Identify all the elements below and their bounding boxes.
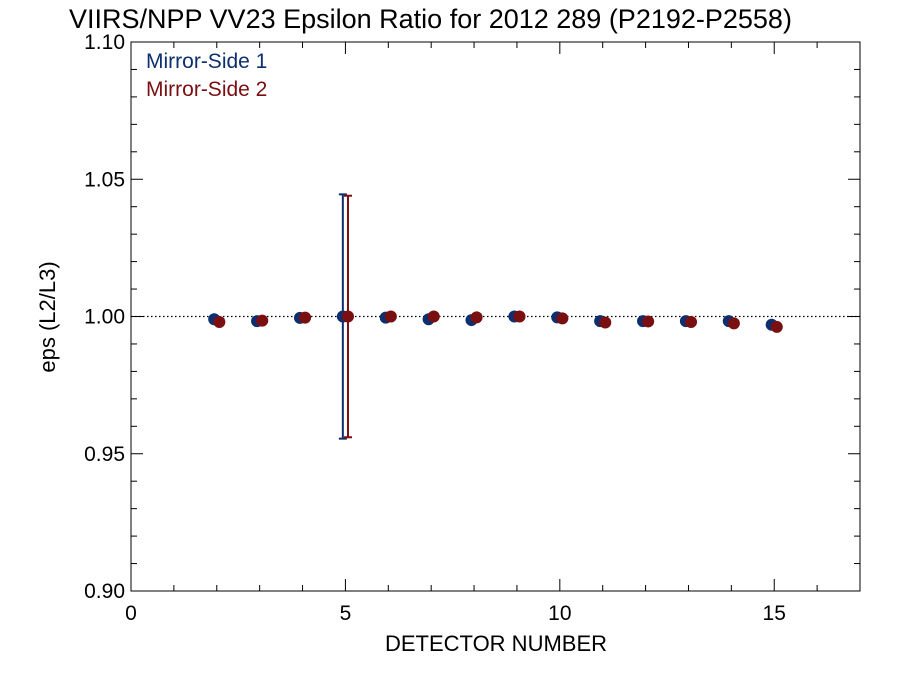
data-point [727, 317, 740, 330]
legend-item-mirror-side-2: Mirror-Side 2 [146, 78, 267, 101]
plot-area: 0.90 0.95 1.00 1.05 1.10 0 5 10 15 [84, 31, 861, 625]
data-point [341, 310, 354, 323]
x-tick-label: 15 [763, 602, 786, 625]
data-point [556, 312, 569, 325]
series-2 [213, 194, 783, 439]
y-axis-label: eps (L2/L3) [35, 261, 60, 372]
data-point [256, 314, 269, 327]
y-tick-label: 1.05 [84, 168, 125, 191]
data-point [599, 316, 612, 329]
x-axis-label: DETECTOR NUMBER [385, 631, 607, 656]
data-point [513, 310, 526, 323]
legend-item-mirror-side-1: Mirror-Side 1 [146, 50, 267, 73]
x-tick-label: 10 [548, 602, 571, 625]
legend: Mirror-Side 1 Mirror-Side 2 [146, 50, 267, 101]
x-tick-label: 0 [125, 602, 137, 625]
y-tick-label: 0.90 [84, 580, 125, 603]
data-point [427, 310, 440, 323]
data-point [685, 315, 698, 328]
data-point [470, 311, 483, 324]
data-point [384, 310, 397, 323]
data-point [299, 311, 312, 324]
y-tick-label: 1.00 [84, 306, 125, 329]
y-tick-label: 0.95 [84, 443, 125, 466]
data-point [770, 320, 783, 333]
data-point [213, 315, 226, 328]
y-tick-label: 1.10 [84, 31, 125, 54]
data-point [642, 315, 655, 328]
chart-title: VIIRS/NPP VV23 Epsilon Ratio for 2012 28… [69, 4, 792, 34]
x-tick-label: 5 [340, 602, 352, 625]
